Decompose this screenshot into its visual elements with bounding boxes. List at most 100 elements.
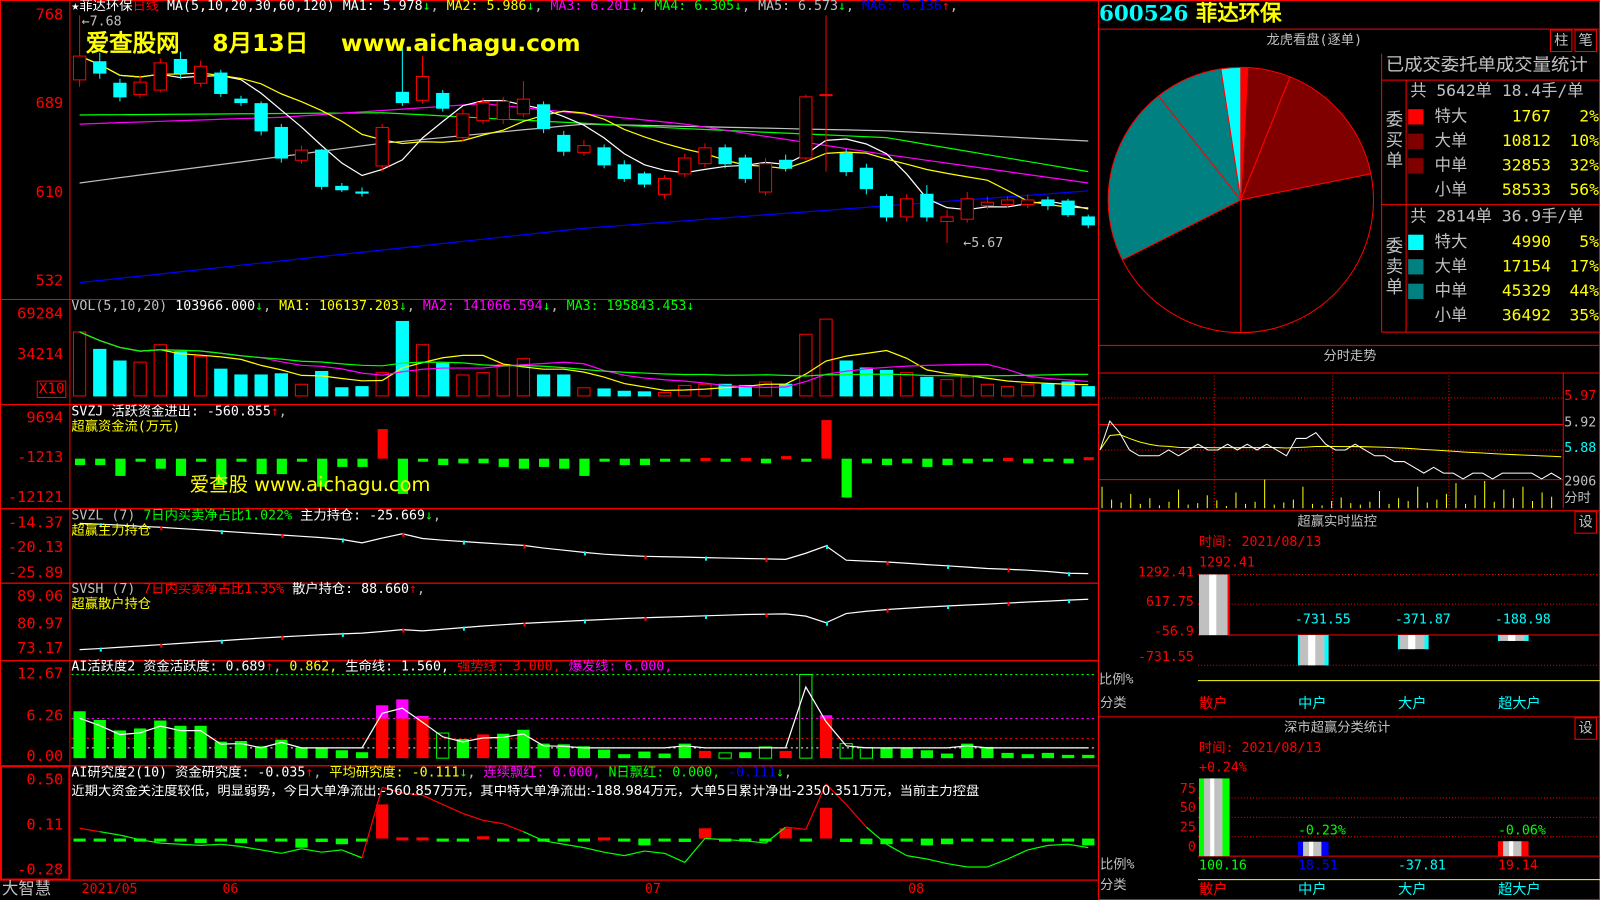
research-bar [194, 838, 207, 844]
svsh-mark [281, 635, 284, 640]
svsh-title: SVSH (7) [71, 581, 136, 597]
candle [72, 15, 87, 87]
flow-bar [619, 458, 630, 466]
legend-row-buy: 中单 32853 32% [1408, 155, 1600, 177]
buy-total: 共 5642单 18.4手/单 [1410, 80, 1584, 100]
flow-bar [155, 458, 166, 469]
volume-bar [335, 387, 349, 397]
candle [315, 148, 329, 190]
research-bar [174, 838, 187, 842]
candle [879, 194, 894, 222]
research-bar [295, 838, 308, 848]
activity-bar [557, 744, 570, 759]
candle-body [113, 82, 127, 98]
candle-body [476, 102, 490, 122]
flow-bar [942, 458, 953, 466]
candle-body [738, 157, 752, 179]
arrow-up-icon: ↑ [270, 404, 279, 420]
watermark: 爱查股网 8月13日 www.aichagu.com [85, 30, 581, 58]
table-title: 已成交委托单成交量统计 [1385, 56, 1588, 76]
candle-body [980, 201, 995, 207]
volume-bar [799, 333, 813, 397]
monitor-settings-button[interactable]: 设 [1574, 511, 1597, 534]
research-bar [1082, 838, 1095, 846]
activity-bar [295, 747, 308, 759]
research-bar [860, 838, 873, 845]
ai2-header: AI研究度2(10) 资金研究度: -0.035↑, 平均研究度: -0.111… [71, 765, 793, 781]
activity-bar [880, 747, 893, 759]
candle [557, 130, 571, 156]
flow-bar [95, 458, 106, 466]
research-bar [113, 838, 127, 842]
svsh-mark [826, 621, 829, 626]
research-line [200, 843, 221, 846]
activity-bar [839, 743, 853, 759]
candle [234, 95, 248, 106]
szstat-axis-3: 0 [1187, 839, 1196, 856]
arrow-down-icon: ↓ [459, 765, 468, 781]
research-bar [335, 838, 348, 845]
legend-value: 32853 [1501, 155, 1552, 175]
szstat-title: 深市超赢分类统计 [1284, 720, 1391, 736]
candle-body [1041, 199, 1055, 207]
candle [496, 96, 510, 125]
svzj-axis-2: -12121 [7, 487, 64, 507]
szstat-value: -37.81 [1397, 858, 1446, 874]
candle-body [799, 96, 813, 159]
flow-bar [1002, 457, 1014, 461]
legend-row-sell: 中单 45329 44% [1408, 281, 1600, 303]
volume-bar [637, 391, 652, 397]
svsh-mark [341, 632, 344, 637]
volume-bar [214, 368, 228, 397]
flow-bar [781, 456, 792, 460]
activity-bar [255, 746, 268, 759]
candle [294, 145, 309, 164]
legend-swatch [1408, 158, 1424, 174]
research-line [865, 826, 887, 845]
svsh-mark [220, 639, 223, 644]
research-line [402, 792, 423, 796]
research-line [1067, 843, 1089, 849]
activity-bar [618, 754, 631, 759]
activity-bar [940, 753, 954, 759]
volume-bar [718, 383, 732, 397]
activity-bar [537, 743, 550, 759]
candle [436, 90, 450, 112]
volume-bar [375, 372, 389, 397]
bar-view-button[interactable]: 柱 [1549, 29, 1573, 53]
research-line [1007, 849, 1028, 860]
panel-frame [0, 765, 1099, 881]
volume-bar [1061, 381, 1075, 397]
svsh-header: SVSH (7) 7日内买卖净占比1.35% 散户持仓: 88.660↑, [71, 581, 426, 597]
szstat-settings-button[interactable]: 设 [1574, 717, 1597, 740]
ma-label-4: MA4: 6.305 [654, 0, 735, 15]
legend-percent: 56% [1569, 179, 1599, 199]
research-bar [517, 838, 530, 842]
candle-body [294, 149, 309, 161]
flow-bar [760, 458, 772, 464]
research-line [624, 850, 645, 857]
szstat-ratio-label: 比例% [1099, 857, 1135, 873]
activity-bar [577, 746, 591, 759]
candle [960, 192, 974, 223]
monitor-time: 时间: 2021/08/13 [1198, 534, 1322, 550]
candle [476, 98, 490, 125]
candle-body [153, 62, 167, 91]
vol-unit-badge[interactable]: X10 [36, 380, 67, 398]
tick-view-button[interactable]: 笔 [1574, 29, 1597, 53]
period-label[interactable]: 日线 [132, 0, 160, 15]
activity-bar [1082, 754, 1095, 759]
szstat-value: 19.14 [1497, 858, 1538, 874]
svzl-mark [99, 523, 102, 528]
research-bar [678, 838, 691, 842]
volume-bar [839, 360, 853, 397]
brand-label: 大智慧 [2, 878, 52, 898]
price-axis-1: 689 [35, 93, 64, 113]
flow-bar [902, 458, 913, 464]
flow-bar [881, 458, 893, 466]
activity-bar [678, 743, 691, 759]
candle-body [839, 152, 853, 173]
vol-ma2: MA2: 141066.594 [422, 298, 543, 315]
candle [718, 144, 732, 169]
